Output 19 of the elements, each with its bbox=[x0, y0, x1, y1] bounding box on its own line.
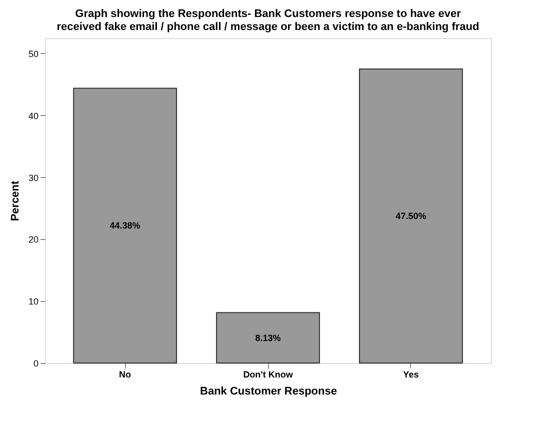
x-tick-label: Don't Know bbox=[243, 370, 294, 380]
y-tick-label: 0 bbox=[33, 358, 38, 368]
y-tick-label: 20 bbox=[28, 234, 38, 245]
x-tick-label: No bbox=[119, 370, 132, 380]
x-axis-title: Bank Customer Response bbox=[200, 386, 337, 398]
y-axis-title: Percent bbox=[9, 180, 22, 222]
data-label: 8.13% bbox=[255, 332, 281, 343]
x-tick-label: Yes bbox=[403, 370, 419, 380]
data-label: 47.50% bbox=[396, 210, 426, 221]
text: Graph showing the Respondents- Bank Customers response to have ever bbox=[75, 8, 461, 20]
data-label: 44.38% bbox=[110, 220, 140, 231]
bar bbox=[216, 312, 320, 364]
y-tick-label: 10 bbox=[28, 296, 38, 307]
y-tick-label: 40 bbox=[28, 110, 38, 121]
bar bbox=[73, 88, 178, 364]
y-tick-label: 50 bbox=[28, 48, 38, 59]
text: received fake email / phone call / message or been a victim to an e-banking fraud bbox=[56, 21, 480, 33]
y-tick-label: 30 bbox=[28, 172, 38, 183]
bar bbox=[358, 68, 463, 364]
